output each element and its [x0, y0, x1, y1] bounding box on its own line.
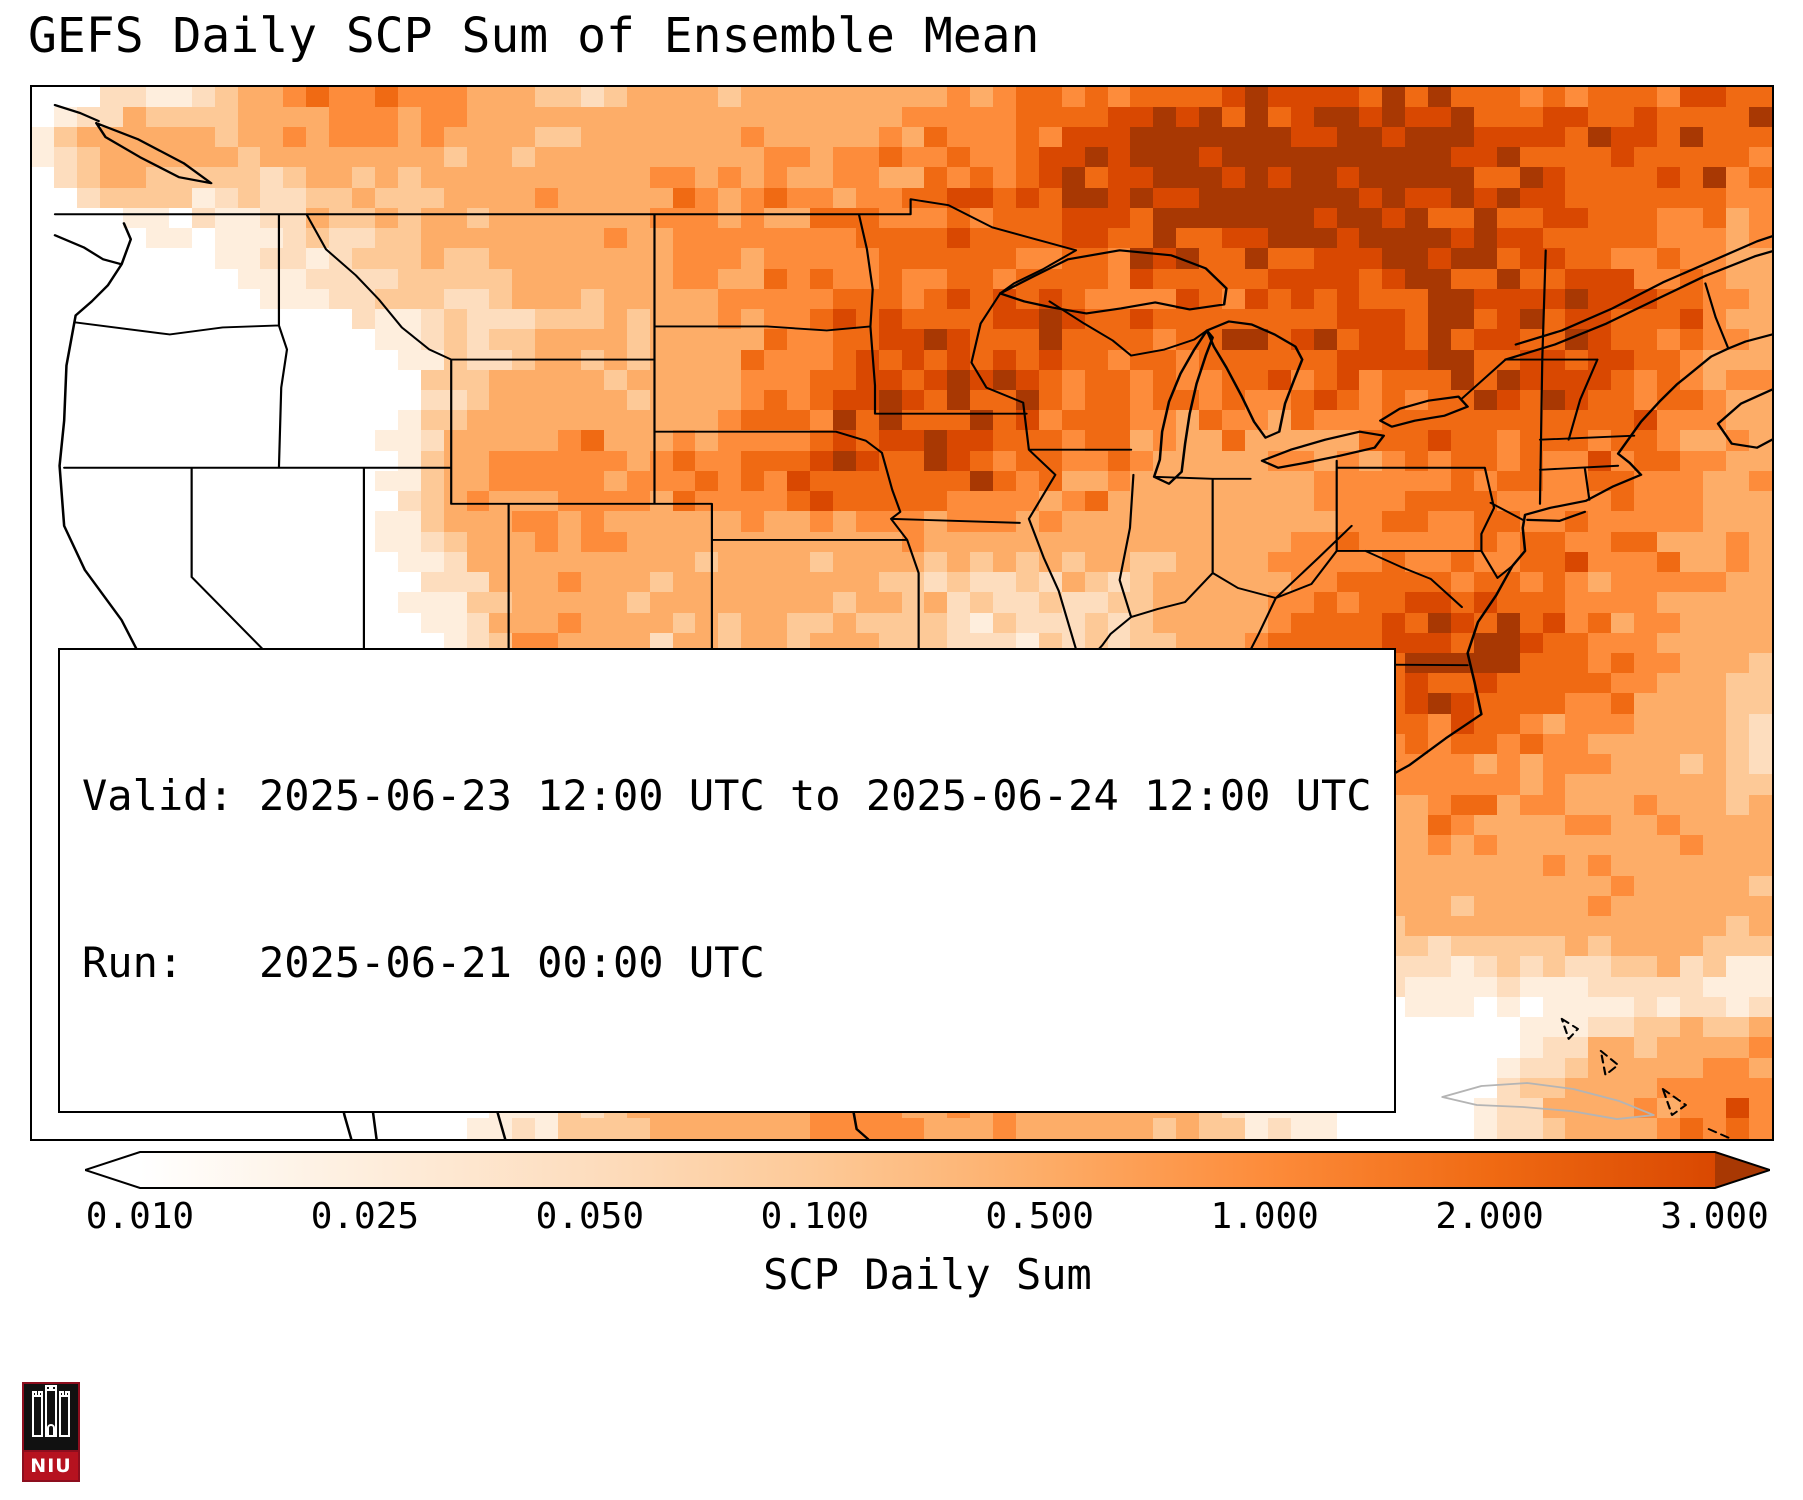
map-panel: Valid: 2025-06-23 12:00 UTC to 2025-06-2… — [30, 85, 1774, 1141]
colorbar-over-arrow — [1715, 1152, 1770, 1188]
colorbar-under-arrow — [85, 1152, 140, 1188]
islands-path — [1271, 1017, 1733, 1139]
colorbar-tick: 2.000 — [1435, 1196, 1544, 1237]
niu-logo-text: NIU — [30, 1455, 72, 1477]
colorbar-tick: 1.000 — [1210, 1196, 1319, 1237]
castle-icon — [32, 1385, 70, 1437]
cuba-outline-path — [1441, 1082, 1655, 1120]
figure-title: GEFS Daily SCP Sum of Ensemble Mean — [28, 8, 1040, 64]
colorbar-tick: 0.025 — [310, 1196, 420, 1237]
niu-shield — [22, 1382, 80, 1452]
colorbar-gradient-bar — [140, 1152, 1715, 1188]
colorbar-outline — [85, 1151, 1770, 1189]
run-time-text: Run: 2025-06-21 00:00 UTC — [82, 937, 765, 987]
valid-time-text: Valid: 2025-06-23 12:00 UTC to 2025-06-2… — [82, 771, 1372, 821]
colorbar-label: SCP Daily Sum — [763, 1250, 1092, 1299]
great-lakes-path — [998, 249, 1469, 485]
colorbar-tick: 0.500 — [985, 1196, 1094, 1237]
colorbar-tick: 0.100 — [760, 1196, 869, 1237]
colorbar-tick: 3.000 — [1660, 1196, 1769, 1237]
colorbar — [85, 1151, 1770, 1189]
colorbar-ticks: 0.010 0.025 0.050 0.100 0.500 1.000 2.00… — [85, 1196, 1770, 1242]
niu-logo: NIU — [22, 1382, 80, 1482]
niu-logo-band: NIU — [22, 1452, 80, 1482]
colorbar-tick: 0.050 — [535, 1196, 644, 1237]
validity-info-box: Valid: 2025-06-23 12:00 UTC to 2025-06-2… — [58, 647, 1396, 1113]
colorbar-tick: 0.010 — [85, 1196, 195, 1237]
